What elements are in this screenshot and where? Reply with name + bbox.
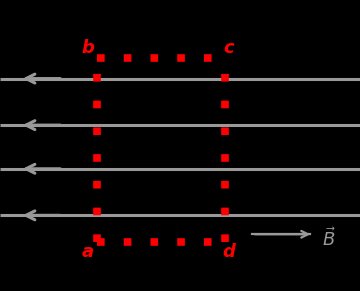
Text: a: a bbox=[82, 243, 94, 261]
Text: c: c bbox=[223, 39, 234, 57]
Text: $\vec{B}$: $\vec{B}$ bbox=[322, 227, 336, 250]
Text: d: d bbox=[222, 243, 235, 261]
Text: b: b bbox=[82, 39, 95, 57]
